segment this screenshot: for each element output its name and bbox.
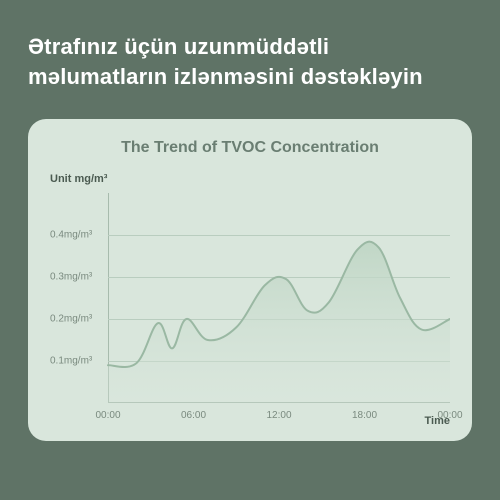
page-heading: Ətrafınız üçün uzunmüddətli məlumatların… — [28, 32, 472, 91]
chart-svg — [50, 193, 450, 403]
chart-card: The Trend of TVOC Concentration Unit mg/… — [28, 119, 472, 441]
x-tick-label: 06:00 — [181, 410, 206, 421]
x-tick-label: 00:00 — [95, 410, 120, 421]
plot-area: 0.1mg/m³0.2mg/m³0.3mg/m³0.4mg/m³00:0006:… — [50, 193, 450, 403]
y-axis-unit-label: Unit mg/m³ — [50, 173, 107, 185]
x-tick-label: 18:00 — [352, 410, 377, 421]
x-tick-label: 00:00 — [437, 410, 462, 421]
x-tick-label: 12:00 — [266, 410, 291, 421]
chart-title: The Trend of TVOC Concentration — [50, 139, 450, 157]
